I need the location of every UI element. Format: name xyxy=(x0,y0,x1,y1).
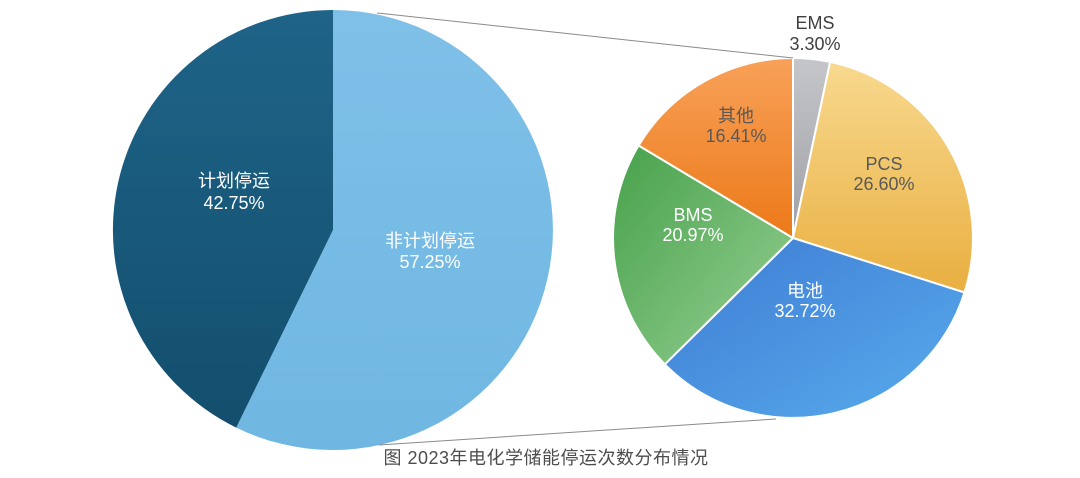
outage-type-pie-slice-0 xyxy=(236,10,553,450)
figure-caption: 图 2023年电化学储能停运次数分布情况 xyxy=(383,448,709,468)
unplanned-outage-breakdown-pie: EMS 3.30% PCS 26.60% 电池 32.72% BMS 20.97% 其他 16.4… xyxy=(612,13,974,419)
outage-type-pie-label-0: 非计划停运 57.25% xyxy=(385,231,475,272)
unplanned-outage-breakdown-pie-label-4: 其他 16.41% xyxy=(705,106,766,146)
outage-type-pie-label-1: 计划停运 42.75% xyxy=(198,171,270,213)
unplanned-outage-breakdown-pie-label-1: PCS 26.60% xyxy=(853,154,914,194)
unplanned-outage-breakdown-pie-slice-4 xyxy=(637,57,794,239)
unplanned-outage-breakdown-pie-label-2: 电池 32.72% xyxy=(774,281,835,321)
outage-type-pie: 非计划停运 57.25% 计划停运 42.75% xyxy=(112,9,553,450)
outage-type-pie-slice-1 xyxy=(112,9,334,428)
unplanned-outage-breakdown-pie-label-3: BMS 20.97% xyxy=(662,205,723,245)
callout-line-bottom xyxy=(378,418,777,446)
unplanned-outage-breakdown-pie-label-0: EMS 3.30% xyxy=(789,13,840,54)
callout-line-top xyxy=(376,12,794,59)
unplanned-outage-breakdown-pie-slice-3 xyxy=(612,144,794,366)
unplanned-outage-breakdown-pie-slice-2 xyxy=(663,237,966,419)
unplanned-outage-breakdown-pie-slice-1 xyxy=(792,60,974,294)
